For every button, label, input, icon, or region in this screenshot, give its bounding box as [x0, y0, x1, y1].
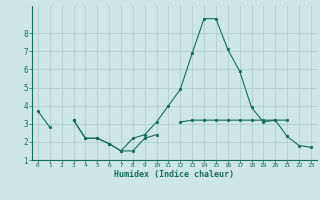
X-axis label: Humidex (Indice chaleur): Humidex (Indice chaleur): [115, 170, 234, 179]
